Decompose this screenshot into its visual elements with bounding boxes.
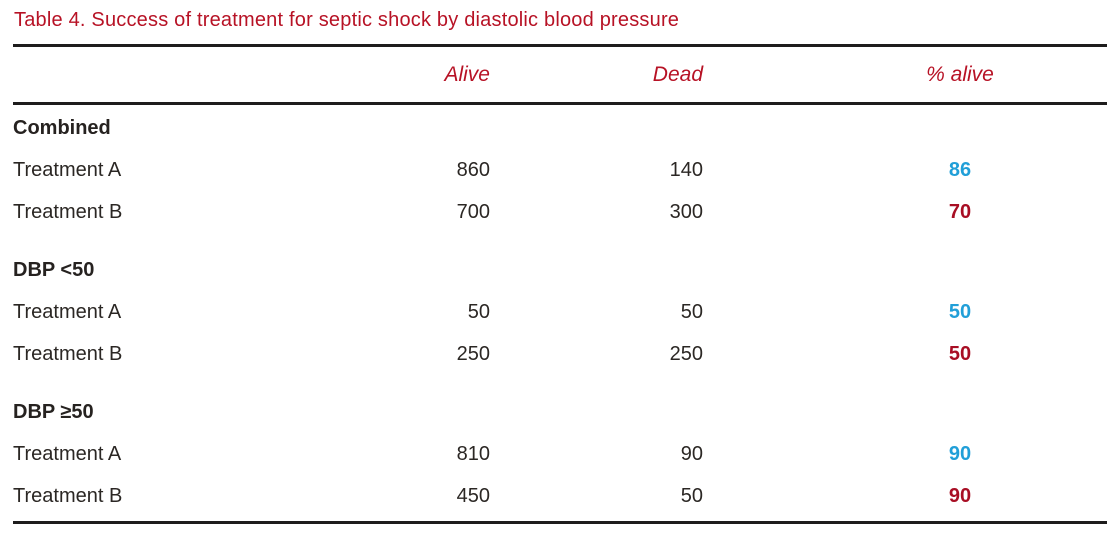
alive-value: 450 bbox=[456, 484, 490, 507]
treatment-row: Treatment B 700 300 70 bbox=[13, 191, 1107, 233]
alive-value: 250 bbox=[456, 342, 490, 365]
row-label: Treatment A bbox=[13, 442, 122, 465]
pct-alive-value: 90 bbox=[948, 484, 972, 507]
treatment-row: Treatment A 50 50 50 bbox=[13, 291, 1107, 333]
alive-column-header: Alive bbox=[444, 62, 490, 86]
pct-alive-value: 86 bbox=[948, 158, 972, 181]
dead-value: 90 bbox=[680, 442, 703, 465]
table-body: Combined Treatment A 860 140 86 Treatmen… bbox=[13, 105, 1107, 521]
row-label: Treatment A bbox=[13, 300, 122, 323]
group-header-row: DBP <50 bbox=[13, 249, 1107, 291]
treatment-row: Treatment B 250 250 50 bbox=[13, 333, 1107, 375]
data-table: Alive Dead % alive Combined Treatment A … bbox=[13, 44, 1107, 524]
alive-value: 860 bbox=[456, 158, 490, 181]
row-label: Treatment B bbox=[13, 200, 123, 223]
pct-alive-value: 50 bbox=[948, 342, 972, 365]
treatment-row: Treatment A 810 90 90 bbox=[13, 433, 1107, 475]
dead-value: 250 bbox=[669, 342, 703, 365]
group-header-row: Combined bbox=[13, 107, 1107, 149]
group-label: DBP <50 bbox=[13, 258, 95, 281]
dead-value: 300 bbox=[669, 200, 703, 223]
pct-alive-value: 50 bbox=[948, 300, 972, 323]
alive-value: 50 bbox=[467, 300, 490, 323]
pct-alive-column-header: % alive bbox=[926, 62, 994, 86]
alive-value: 810 bbox=[456, 442, 490, 465]
dead-value: 50 bbox=[680, 300, 703, 323]
treatment-row: Treatment B 450 50 90 bbox=[13, 475, 1107, 517]
dead-value: 140 bbox=[669, 158, 703, 181]
alive-value: 700 bbox=[456, 200, 490, 223]
pct-alive-value: 70 bbox=[948, 200, 972, 223]
table-caption: Table 4. Success of treatment for septic… bbox=[14, 9, 680, 31]
dead-column-header: Dead bbox=[652, 62, 703, 86]
row-label: Treatment B bbox=[13, 342, 123, 365]
row-label: Treatment B bbox=[13, 484, 123, 507]
table-header-row: Alive Dead % alive bbox=[13, 47, 1107, 102]
group-label: DBP ≥50 bbox=[13, 400, 94, 423]
treatment-row: Treatment A 860 140 86 bbox=[13, 149, 1107, 191]
row-label: Treatment A bbox=[13, 158, 122, 181]
dead-value: 50 bbox=[680, 484, 703, 507]
top-rule bbox=[13, 44, 1107, 47]
pct-alive-value: 90 bbox=[948, 442, 972, 465]
header-rule bbox=[13, 102, 1107, 105]
group-header-row: DBP ≥50 bbox=[13, 391, 1107, 433]
bottom-rule bbox=[13, 521, 1107, 524]
group-label: Combined bbox=[13, 116, 111, 139]
